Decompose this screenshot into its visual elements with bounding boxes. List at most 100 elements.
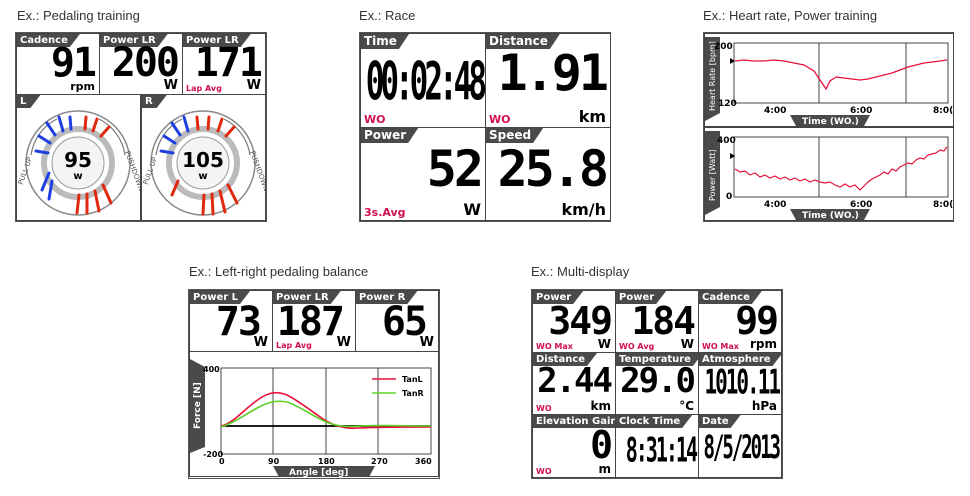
speed-label: Speed xyxy=(486,128,543,143)
multi-distance-unit: km xyxy=(590,399,611,413)
power-tick-1: 4:00 xyxy=(764,200,786,210)
force-ylabel: Force [N] xyxy=(193,382,203,429)
speed-unit: km/h xyxy=(561,200,606,219)
power-tick-2: 6:00 xyxy=(850,200,872,210)
hr-tick-1: 4:00 xyxy=(764,106,786,116)
force-tick-90: 90 xyxy=(268,457,280,466)
right-pedal-dial: R 105 w PULL UP PUSHDOWN xyxy=(141,94,266,221)
power-max-label: Power xyxy=(533,291,583,304)
power-lr-cell: Power LR 200 W xyxy=(99,33,183,95)
atmosphere-cell: Atmosphere 1010.11 hPa xyxy=(698,352,782,415)
force-xlabel: Angle [deg] xyxy=(289,468,348,478)
power-l-label: Power L xyxy=(190,291,250,304)
right-power-value: 105 xyxy=(182,148,224,172)
clock-label: Clock Time xyxy=(616,415,692,428)
left-pedal-dial: L 95 w PULL UP PUSHDOWN xyxy=(16,94,141,221)
power-r-value: 65 xyxy=(381,299,428,345)
hr-ymin: 120 xyxy=(718,99,737,109)
legend-tanr: TanR xyxy=(402,389,424,398)
power-avg-value: 184 xyxy=(631,299,696,343)
power-cell: Power 52 3s.Avg W xyxy=(360,127,486,221)
multi-distance-cell: Distance 2.44 WO km xyxy=(532,352,616,415)
hr-tick-2: 6:00 xyxy=(850,106,872,116)
power-avg-cell: Power 184 WO Avg W xyxy=(615,290,699,353)
hr-tick-3: 8:0( xyxy=(933,106,953,116)
balance-power-lr-value: 187 xyxy=(276,299,345,345)
power-tick-3: 8:0( xyxy=(933,200,953,210)
hr-chart: Heart Rate [bpm] 200 120 4:00 6:00 8:0( … xyxy=(704,33,954,127)
power-ylabel: Power [Watt] xyxy=(708,149,717,201)
power-ymax: 400 xyxy=(717,136,736,146)
caption-hr-power: Ex.: Heart rate, Power training xyxy=(703,8,878,23)
power-avg-sub: WO Avg xyxy=(619,342,655,351)
elevation-cell: Elevation Gain 0 WO m xyxy=(532,414,616,478)
multi-cadence-cell: Cadence 99 WO Max rpm xyxy=(698,290,782,353)
power-l-value: 73 xyxy=(215,299,262,345)
elevation-sub: WO xyxy=(536,467,552,476)
distance-cell: Distance 1.91 WO km xyxy=(485,33,611,128)
speed-value: 25.8 xyxy=(497,140,609,198)
multi-display-screen: Power 349 WO Max W Power 184 WO Avg W Ca… xyxy=(531,289,783,479)
power-r-label: Power R xyxy=(356,291,417,304)
hr-ylabel: Heart Rate [bpm] xyxy=(708,41,717,111)
multi-cadence-unit: rpm xyxy=(749,337,777,351)
power-lr-label: Power LR xyxy=(100,34,168,47)
force-tick-0: 0 xyxy=(219,457,225,466)
hr-power-screen: Heart Rate [bpm] 200 120 4:00 6:00 8:0( … xyxy=(703,32,954,222)
power-lr-lap-cell: Power LR 171 Lap Avg W xyxy=(182,33,266,95)
time-label: Time xyxy=(361,34,409,49)
hr-series-line xyxy=(734,59,948,91)
power-label: Power xyxy=(361,128,418,143)
cadence-unit: rpm xyxy=(70,80,95,93)
cadence-cell: Cadence 91 rpm xyxy=(16,33,100,95)
balance-power-lr-unit: W xyxy=(336,335,351,350)
power-lr-lap-label: Power LR xyxy=(183,34,251,47)
power-max-value: 349 xyxy=(548,299,613,343)
time-sub: WO xyxy=(364,113,386,126)
hr-xlabel: Time (WO.) xyxy=(802,117,859,127)
hr-ymax: 200 xyxy=(714,42,733,52)
temperature-unit: °C xyxy=(679,399,694,413)
race-screen: Time 00:02:48 WO Distance 1.91 WO km Pow… xyxy=(359,32,611,222)
clock-value: 8:31:14 xyxy=(625,429,698,470)
right-dial-graphic xyxy=(150,110,256,216)
power-value: 52 xyxy=(426,140,484,198)
left-power-unit: w xyxy=(73,171,83,182)
power-chart: Power [Watt] 400 0 4:00 6:00 8:0( Time (… xyxy=(704,127,954,221)
power-avg-unit: W xyxy=(680,337,694,351)
caption-balance: Ex.: Left-right pedaling balance xyxy=(189,264,369,279)
force-tick-360: 360 xyxy=(415,457,432,466)
power-lr-unit: W xyxy=(163,78,178,93)
cadence-label: Cadence xyxy=(17,34,80,47)
time-cell: Time 00:02:48 WO xyxy=(360,33,486,128)
distance-label: Distance xyxy=(486,34,560,49)
caption-race: Ex.: Race xyxy=(359,8,416,23)
elevation-unit: m xyxy=(598,462,611,476)
cadence-value: 91 xyxy=(50,40,97,86)
date-cell: Date 8/5/2013 xyxy=(698,414,782,478)
power-unit: W xyxy=(463,200,481,219)
speed-cell: Speed 25.8 km/h xyxy=(485,127,611,221)
force-ymax: 400 xyxy=(203,365,220,374)
distance-unit: km xyxy=(578,107,606,126)
time-value: 00:02:48 xyxy=(365,52,485,114)
multi-distance-sub: WO xyxy=(536,404,552,413)
atmosphere-unit: hPa xyxy=(751,399,777,413)
elevation-label: Elevation Gain xyxy=(533,415,616,428)
balance-screen: Power L 73 W Power LR 187 Lap Avg W Powe… xyxy=(188,289,440,479)
temperature-value: 29.0 xyxy=(620,361,696,401)
power-lr-value: 200 xyxy=(111,40,180,86)
multi-cadence-sub: WO Max xyxy=(702,342,739,351)
power-lr-lap-unit: W xyxy=(246,78,261,93)
elevation-value: 0 xyxy=(590,423,613,467)
pedaling-training-screen: Cadence 91 rpm Power LR 200 W Power LR 1… xyxy=(15,32,267,222)
atmosphere-label: Atmosphere xyxy=(699,353,782,366)
power-sub: 3s.Avg xyxy=(364,206,406,219)
power-max-unit: W xyxy=(597,337,611,351)
caption-multi: Ex.: Multi-display xyxy=(531,264,630,279)
force-ymin: -200 xyxy=(203,450,223,459)
multi-cadence-label: Cadence xyxy=(699,291,762,304)
caption-pedaling: Ex.: Pedaling training xyxy=(17,8,140,23)
atmosphere-value: 1010.11 xyxy=(704,363,781,402)
balance-power-lr-cell: Power LR 187 Lap Avg W xyxy=(272,290,356,352)
